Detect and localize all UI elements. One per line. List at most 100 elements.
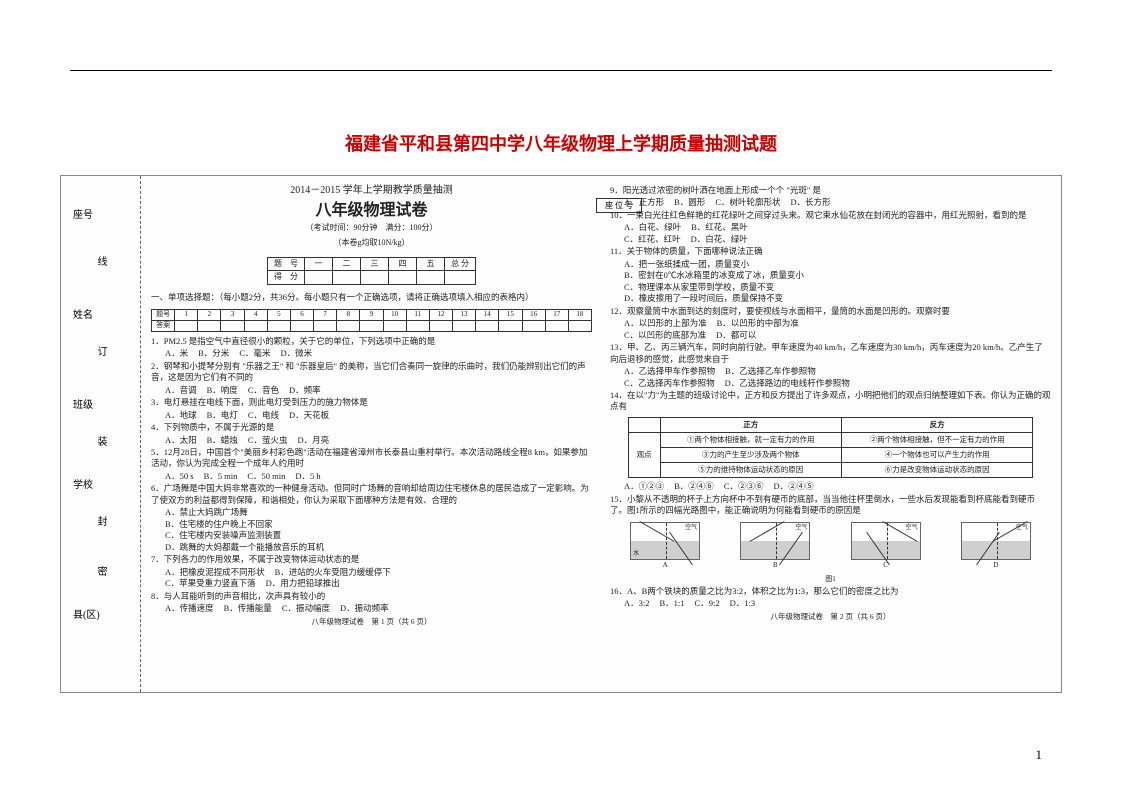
opt: B．②④⑥ [674, 481, 714, 492]
opt: C．50 min [247, 471, 285, 482]
opt: D．②④⑤ [773, 481, 813, 492]
cell: 18 [568, 309, 591, 320]
options: A．50 sB．5 minC．50 minD．5 h [151, 471, 592, 482]
options: A．正方形B．圆形C．树叶轮廓形状D．长方形 [610, 197, 1051, 208]
binding-label: 姓名 [73, 306, 93, 321]
cell [198, 320, 221, 331]
opt: B．圆形 [674, 197, 705, 208]
cell: 一 [305, 257, 333, 271]
opt: C．电线 [248, 410, 279, 421]
opt: A．太阳 [165, 435, 197, 446]
cell: ⑥力是改变物体运动状态的原因 [841, 463, 1032, 478]
opt: D．都可以 [716, 330, 756, 341]
right-column: 9．阳光透过浓密的树叶洒在地面上形成一个个 "光斑" 是 A．正方形B．圆形C．… [610, 184, 1051, 684]
cell: ③力的产生至少涉及两个物体 [660, 448, 841, 463]
binding-label: 座号 [73, 206, 93, 221]
options: A．以凹形的上部为准 B．以凹形的中部为准 C．以凹形的底部为准 D．都可以 [610, 318, 1051, 341]
label-water: 水 [633, 550, 639, 558]
cell: 二 [333, 257, 361, 271]
binding-label: 学校 [73, 476, 93, 491]
cell: 答案 [152, 320, 175, 331]
opt: A．50 s [165, 471, 194, 482]
opt: C．振动幅度 [282, 603, 330, 614]
binding-mark: 封 [93, 516, 108, 534]
cell: 10 [383, 309, 406, 320]
exam-info: （考试时间：90分钟 满分：100分） [151, 223, 592, 234]
opt: B．电灯 [207, 410, 238, 421]
cell [244, 320, 267, 331]
opt: A．3:2 [624, 598, 650, 609]
question: 12．观察量筒中水面到达的刻度时，要使视线与水面相平，量筒的水面是凹形的。观察时… [610, 306, 1051, 317]
opt: B．响度 [207, 385, 238, 396]
cell [445, 271, 476, 285]
options: A．米B．分米C．毫米D．微米 [151, 348, 592, 359]
opt: D．振动频率 [340, 603, 389, 614]
diagram-box: 空气 水 [630, 522, 700, 560]
seat-box: 座 位 号 [596, 198, 642, 213]
argument-table: 正方反方 观点①两个物体相接触，就一定有力的作用②两个物体相接触，但不一定有力的… [628, 417, 1034, 479]
label-air: 空气 [906, 524, 918, 532]
cell: 14 [476, 309, 499, 320]
cell [290, 320, 313, 331]
diag-label: D [961, 561, 1031, 570]
cell [175, 320, 198, 331]
cell [221, 320, 244, 331]
opt: D．长方形 [790, 197, 830, 208]
binding-mark: 密 [93, 566, 108, 584]
question: 1．PM2.5 是指空气中直径很小的颗粒，关于它的单位，下列选项中正确的是 [151, 336, 592, 347]
options: A．传播速度B．传播能量C．振动幅度D．振动频率 [151, 603, 592, 614]
opt: C．以凹形的底部为准 [624, 330, 706, 341]
opt: B．密封在0℃水冰箱里的冰变成了冰，质量变小 [624, 270, 804, 281]
binding-mark: 订 [93, 346, 108, 364]
opt: B．以凹形的中部为准 [717, 318, 799, 329]
binding-label: 县(区) [73, 606, 100, 621]
options: A．音调B．响度C．音色D．频率 [151, 385, 592, 396]
diagram-box: 空气 [740, 522, 810, 560]
opt: C．音色 [248, 385, 279, 396]
exam-header: 2014－2015 学年上学期教学质量抽测 八年级物理试卷 （考试时间：90分钟… [151, 184, 592, 253]
cell: 三 [361, 257, 389, 271]
opt: D．天花板 [289, 410, 329, 421]
content-columns: 2014－2015 学年上学期教学质量抽测 八年级物理试卷 （考试时间：90分钟… [141, 176, 1061, 692]
cell: ④一个物体也可以产生力的作用 [841, 448, 1032, 463]
cell: 题 号 [268, 257, 305, 271]
opt: A．禁止大妈跳广场舞 [165, 507, 248, 518]
refraction-diagrams: 空气 水 A 空气 B [610, 522, 1051, 570]
ray-icon [750, 521, 785, 542]
cell [476, 320, 499, 331]
cell: 反方 [841, 417, 1032, 432]
opt: A．把橡皮泥捏成不同形状 [165, 567, 265, 578]
page-footer: 八年级物理试卷 第 1 页（共 6 页） [151, 617, 592, 627]
cell [545, 320, 568, 331]
options: A．地球B．电灯C．电线D．天花板 [151, 410, 592, 421]
cell [406, 320, 429, 331]
opt: C．②③⑥ [724, 481, 764, 492]
answer-table: 题号 123456789101112131415161718 答案 [151, 309, 592, 332]
cell: ①两个物体相接触，就一定有力的作用 [660, 433, 841, 448]
cell: 8 [337, 309, 360, 320]
binding-mark: 装 [93, 436, 108, 454]
opt: C．树叶轮廓形状 [715, 197, 780, 208]
cell [499, 320, 522, 331]
cell: 得 分 [268, 271, 305, 285]
options: A．乙选择甲车作参照物B．乙选择乙车作参照物C．乙选择丙车作参照物D．乙选择路边… [610, 366, 1051, 389]
cell [314, 320, 337, 331]
cell: 题号 [152, 309, 175, 320]
cell: 4 [244, 309, 267, 320]
diagram-d: 空气 D [961, 522, 1031, 570]
diagram-c: 空气 C [851, 522, 921, 570]
opt: D．用力把铅球推出 [266, 578, 340, 589]
question: 15．小黎从不透明的杯子上方向杯中不到有硬币的底部，当当他往杯里倒水，一些水后发… [610, 494, 1051, 517]
diagram-box: 空气 [961, 522, 1031, 560]
options: A．①②③B．②④⑥C．②③⑥D．②④⑤ [610, 481, 1051, 492]
opt: D．月亮 [297, 435, 329, 446]
cell: 11 [406, 309, 429, 320]
cell [337, 320, 360, 331]
opt: A．以凹形的上部为准 [624, 318, 707, 329]
main-title: 福建省平和县第四中学八年级物理上学期质量抽测试题 [0, 130, 1122, 156]
options: A．太阳B．蜡烛C．萤火虫D．月亮 [151, 435, 592, 446]
opt: A．传播速度 [165, 603, 214, 614]
exam-paper: 座号 线 姓名 订 班级 装 学校 封 密 县(区) 2014－2015 学年上… [60, 175, 1062, 693]
diagram-a: 空气 水 A [630, 522, 700, 570]
binding-margin: 座号 线 姓名 订 班级 装 学校 封 密 县(区) [61, 176, 141, 692]
